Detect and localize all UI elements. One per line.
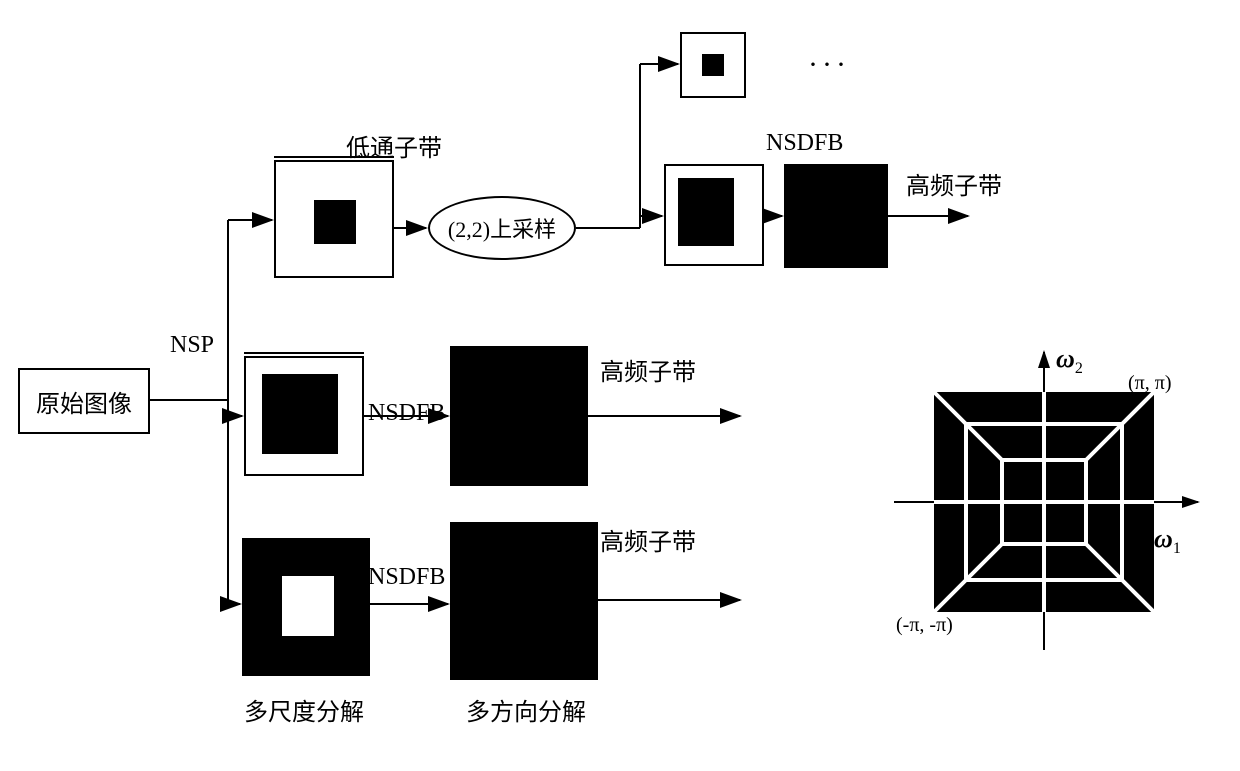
omega1-label: ω1 xyxy=(1154,524,1181,558)
neg-pi-pi-label: (-π, -π) xyxy=(896,614,953,637)
small-top-box-inner xyxy=(702,54,724,76)
highfreq-top-label: 高频子带 xyxy=(906,166,1002,201)
nsp-label: NSP xyxy=(170,332,214,359)
original-image-box: 原始图像 xyxy=(18,368,150,434)
bandpass-mid-inner xyxy=(262,374,338,454)
nsdfb-mid-label: NSDFB xyxy=(368,400,445,427)
multidir-decomp-label: 多方向分解 xyxy=(466,692,586,727)
ellipsis-label: ··· xyxy=(808,48,850,82)
black-bot-output xyxy=(450,522,598,680)
pi-pi-label: (π, π) xyxy=(1128,372,1172,395)
highfreq-mid-label: 高频子带 xyxy=(600,352,696,387)
nsdfb-top-label: NSDFB xyxy=(766,130,843,157)
omega2-label: ω2 xyxy=(1056,344,1083,378)
black-top-output xyxy=(784,164,888,268)
lowpass-box-1-inner xyxy=(314,200,356,244)
upsample-label: (2,2)上采样 xyxy=(448,212,556,244)
nsdfb-bot-label: NSDFB xyxy=(368,564,445,591)
upsample-ellipse: (2,2)上采样 xyxy=(428,196,576,260)
original-image-label: 原始图像 xyxy=(36,384,132,419)
bandpass-bot-inner xyxy=(282,576,334,636)
highfreq-bot-label: 高频子带 xyxy=(600,522,696,557)
black-mid-output xyxy=(450,346,588,486)
bandpass-top-inner xyxy=(678,178,734,246)
multiscale-decomp-label: 多尺度分解 xyxy=(244,692,364,727)
